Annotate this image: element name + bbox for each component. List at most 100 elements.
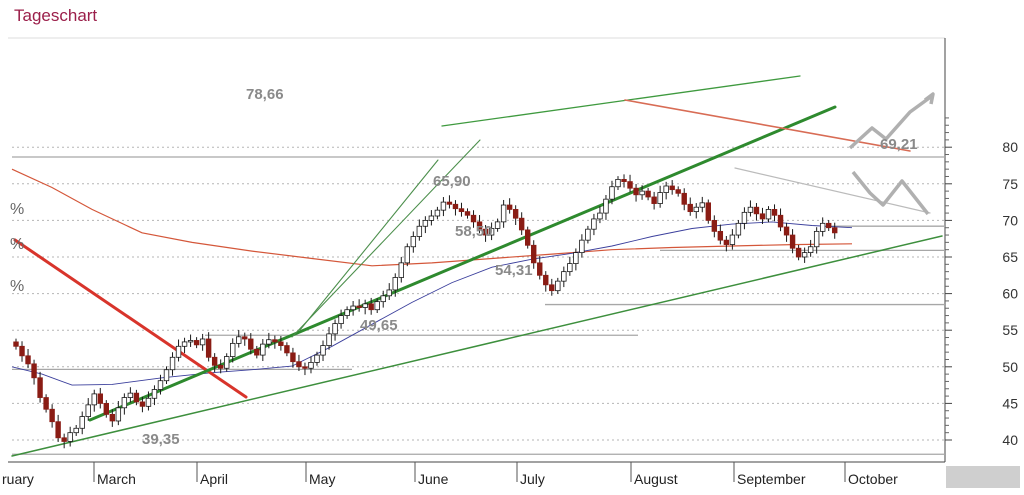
candle-body [103,402,109,415]
candle-body [826,222,832,229]
candle-body [163,369,170,382]
candle-body [350,305,356,311]
resistance-line [624,99,911,152]
candle-body [711,219,718,232]
steep-trend-line [291,139,481,338]
candle-body [67,432,73,442]
support-resistance-lines [12,156,945,455]
candle-body [302,366,308,369]
candle-body [801,252,808,258]
candle-body [452,203,459,210]
left-edge-label: % [10,201,24,218]
candle-body [567,263,573,273]
candle-body [518,217,525,231]
candle-body [175,345,182,358]
candle-body [260,343,266,356]
candle-body [693,206,699,213]
projection-support-line [734,167,931,214]
candle-body [380,295,386,303]
candle-body [723,239,730,245]
candle-body [434,209,441,217]
annotation-label: 39,35 [142,431,180,448]
candle-body [639,190,645,196]
candle-body [121,397,128,409]
candle-body [591,218,597,230]
candle-body [344,309,350,316]
candle-body [645,190,651,198]
candle-body [428,215,435,221]
candle-body [832,227,838,234]
candle-body [37,377,43,398]
candle-body [326,333,332,346]
y-axis-ticks: 40 45 50 55 60 65 70 75 80 [945,117,1018,448]
candle-body [248,338,254,350]
steep-trend-line-2 [299,159,439,331]
candle-body [422,219,429,227]
candle-body [525,229,531,246]
candle-body [741,211,748,224]
candle-body [813,230,820,248]
candle-body [597,212,603,220]
candle-body [585,228,591,241]
candle-body [115,407,122,422]
candle-body [615,179,621,188]
main-uptrend-line [88,105,837,422]
candle-body [169,356,176,371]
candle-body [127,392,134,398]
candle-body [759,213,766,220]
candle-body [242,336,248,340]
candle-body [494,221,501,229]
candle-body [133,392,140,403]
candle-body [145,397,152,407]
y-tick-label: 55 [1002,322,1018,338]
candle-body [151,389,158,399]
candle-body [729,234,736,245]
projection-up-arrowhead [923,92,935,105]
upper-channel-line [441,75,801,127]
candle-body [555,280,561,292]
x-tick-label: August [634,471,678,487]
candle-body [97,393,103,404]
left-edge-label: % [10,278,24,295]
candle-body [386,289,392,297]
candle-body [500,204,507,223]
x-tick-label: April [200,471,228,487]
candle-body [181,341,188,347]
candle-body [735,222,742,236]
annotation-label: 58,50 [455,223,493,240]
candle-body [807,246,814,254]
candle-body [651,196,657,204]
candle-body [356,305,362,308]
candle-body [362,303,368,308]
candle-body [332,323,338,335]
candle-body [404,246,410,264]
chart-title: Tageschart [14,6,98,25]
candle-body [73,427,79,434]
candle-body [482,228,489,236]
candle-body [579,239,585,254]
candle-body [675,189,681,194]
x-tick-label: October [848,471,898,487]
price-annotations: 78,66 69,21 65,90 58,50 54,31 49,65 39,35 [142,86,918,448]
candle-body [464,211,471,216]
y-tick-label: 45 [1002,395,1018,411]
candle-body [543,274,549,286]
candle-body [199,338,206,346]
candle-body [55,421,61,439]
candle-body [537,262,543,276]
y-tick-label: 65 [1002,249,1018,265]
candle-body [25,355,31,365]
candle-body [61,437,67,442]
scrollbar-area[interactable] [946,466,1020,488]
x-tick-label: May [309,471,335,487]
candle-body [230,342,236,357]
x-tick-label: ruary [2,471,34,487]
candle-body [314,354,320,363]
candle-body [506,204,513,210]
candle-body [603,198,609,214]
candle-body [416,225,423,237]
candle-body [290,352,296,363]
candle-body [308,362,314,369]
candle-body [296,361,302,368]
